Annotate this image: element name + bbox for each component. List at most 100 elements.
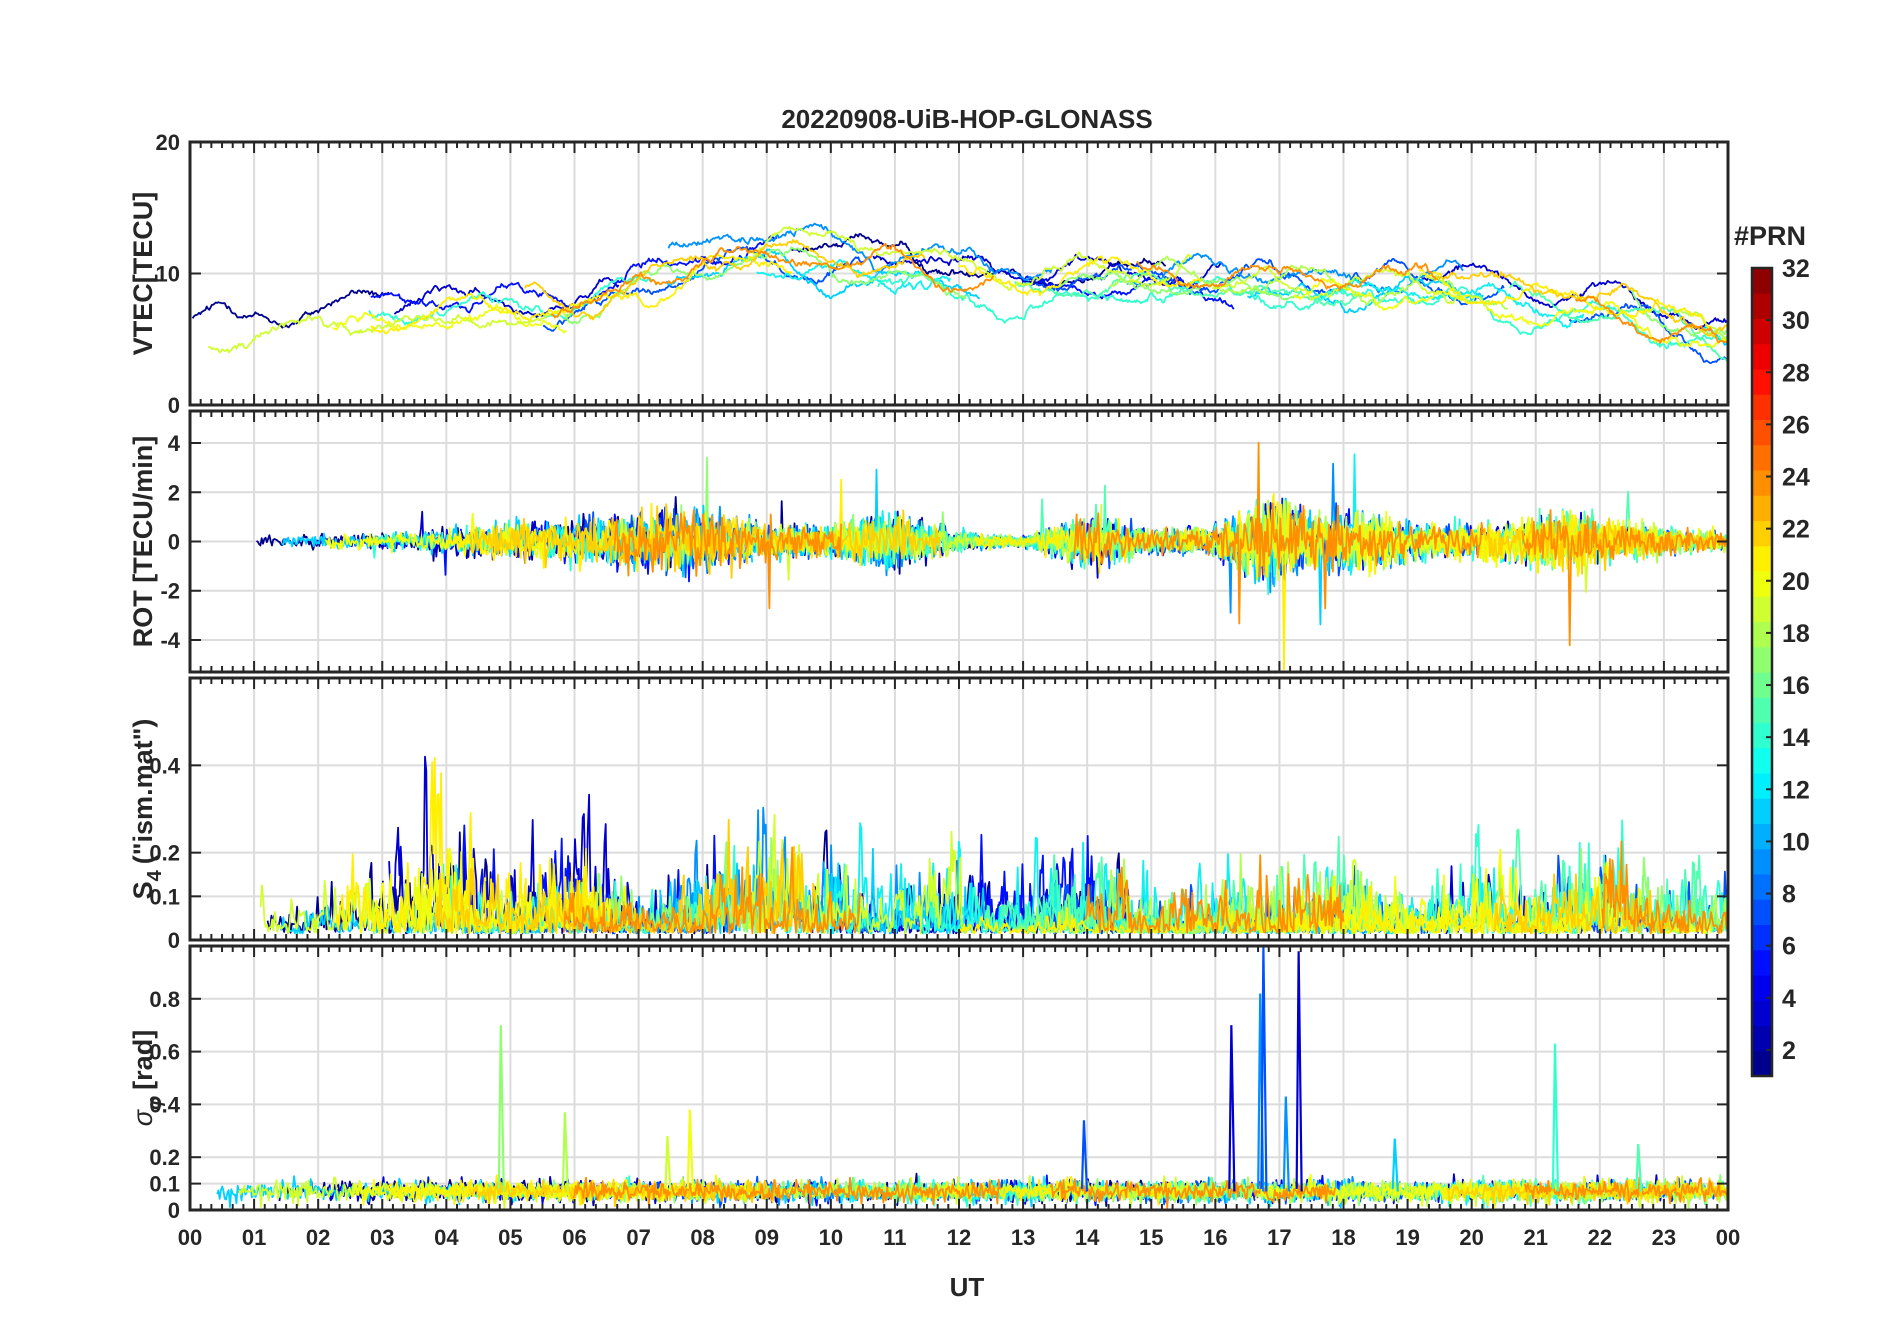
trace-prn-14 [919,484,1200,570]
y-axis-label-subscript: φ [144,1096,166,1110]
panel-sigma_phi: 00.10.2 0.4 0.6 0.8 σφ [rad] [128,944,1730,1223]
y-ticks: -4 -2 0 2 4 [160,431,1728,653]
y-tick-label: 0.1 [149,884,180,909]
trace-prn-12 [1307,279,1585,329]
x-tick-label: 11 [883,1225,906,1250]
colorbar-level [1752,899,1772,925]
colorbar-tick-label: 6 [1782,933,1796,961]
y-axis-label-base: S [128,881,158,899]
colorbar-level [1752,646,1772,673]
colorbar-level [1752,949,1772,976]
panel-s4: 0 0.1 0.2 0.4 S4 ("ism.mat") [128,676,1730,953]
x-tick-label: 04 [434,1225,459,1250]
y-axis-label: S4 ("ism.mat") [128,719,166,900]
trace-prn-23 [1084,854,1345,935]
x-axis: 00 01 02 03 04 05 06 07 08 09 10 11 12 13 14 15 16 17 18 19… [178,1225,1740,1250]
colorbar-tick-label: 30 [1782,307,1810,335]
trace-prn-23 [1049,1178,1336,1209]
colorbar-tick-label: 8 [1782,881,1796,909]
colorbar-frame [1750,266,1774,1078]
colorbar-level [1752,369,1772,395]
x-tick-label: 18 [1331,1225,1355,1250]
x-tick-label: 09 [755,1225,779,1250]
colorbar-level [1752,444,1772,471]
trace-prn-23 [563,846,861,935]
y-tick-label: 4 [168,431,181,456]
x-tick-label: 00 [178,1225,202,1250]
trace-prn-20 [370,253,793,335]
trace-prn-18 [748,226,1193,291]
y-axis-label: VTEC[TECU] [128,192,158,356]
trace-prn-16 [1059,270,1300,301]
trace-prn-21 [469,503,942,579]
y-tick-label: -2 [160,579,180,604]
colorbar-level [1752,773,1772,799]
colorbar-level [1752,470,1772,496]
colorbar-level [1752,798,1772,824]
x-tick-label: 10 [819,1225,843,1250]
y-tick-label: 0 [168,530,180,555]
spike-prn-11 [1391,1138,1399,1192]
colorbar-level [1752,545,1772,572]
x-tick-label: 07 [626,1225,650,1250]
spike-prn-19 [686,1109,694,1192]
spike-prn-17 [561,1112,569,1192]
x-tick-label: 08 [690,1225,714,1250]
y-axis-label-suffix: [rad] [128,1030,158,1090]
trace-prn-21 [1492,865,1690,935]
colorbar-level [1752,722,1772,749]
spike-prn-7 [1260,946,1268,1192]
traces [259,755,1728,935]
colorbar-level [1752,571,1772,597]
y-axis-label-suffix: ("ism.mat") [128,719,158,865]
colorbar-tick-label: 10 [1782,828,1810,856]
colorbar-tick-label: 16 [1782,672,1810,700]
colorbar-level [1752,394,1772,420]
colorbar-tick-label: 20 [1782,568,1810,596]
panel-vtec: 0 10 20 VTEC[TECU] [128,130,1730,418]
trace-prn-23 [1601,840,1728,935]
x-ticks [189,678,1729,940]
colorbar-tick-label: 26 [1782,411,1810,439]
colorbar-level [1752,318,1772,345]
trace-prn-19 [1293,277,1728,348]
x-ticks [189,411,1729,672]
x-tick-label: 03 [370,1225,394,1250]
trace-prn-7 [1569,303,1728,365]
trace-prn-3 [393,277,620,319]
x-tick-label: 14 [1075,1225,1100,1250]
spike-prn-16 [497,1025,505,1192]
x-tick-label: 22 [1588,1225,1612,1250]
trace-prn-1 [791,233,1167,288]
colorbar-level [1752,268,1772,294]
trace-prn-18 [1211,265,1465,305]
x-tick-label: 19 [1395,1225,1419,1250]
y-tick-label: 2 [168,480,180,505]
trace-prn-18 [207,299,595,354]
trace-prn-23 [550,243,995,319]
colorbar-tick-label: 4 [1782,985,1796,1013]
colorbar-level [1752,848,1772,875]
colorbar-tick-label: 14 [1782,724,1810,752]
x-tick-label: 20 [1459,1225,1483,1250]
y-tick-label: 20 [156,130,180,155]
traces [191,222,1728,365]
colorbar-tick-label: 22 [1782,516,1810,544]
y-axis-label: σφ [rad] [128,1030,166,1126]
trace-prn-23 [1523,1176,1728,1205]
x-tick-label: 23 [1652,1225,1676,1250]
colorbar-level [1752,293,1772,319]
colorbar-level [1752,495,1772,521]
x-tick-label: 21 [1524,1225,1548,1250]
colorbar-level [1752,1050,1772,1077]
trace-prn-20 [1359,885,1593,935]
spike-prn-18 [664,1136,672,1192]
trace-prn-20 [910,1175,1189,1206]
x-tick-label: 13 [1011,1225,1035,1250]
colorbar-level [1752,874,1772,900]
colorbar-tick-label: 18 [1782,620,1810,648]
spike-prn-3 [1295,951,1303,1192]
x-tick-label: 05 [498,1225,522,1250]
trace-prn-13 [877,269,1348,324]
